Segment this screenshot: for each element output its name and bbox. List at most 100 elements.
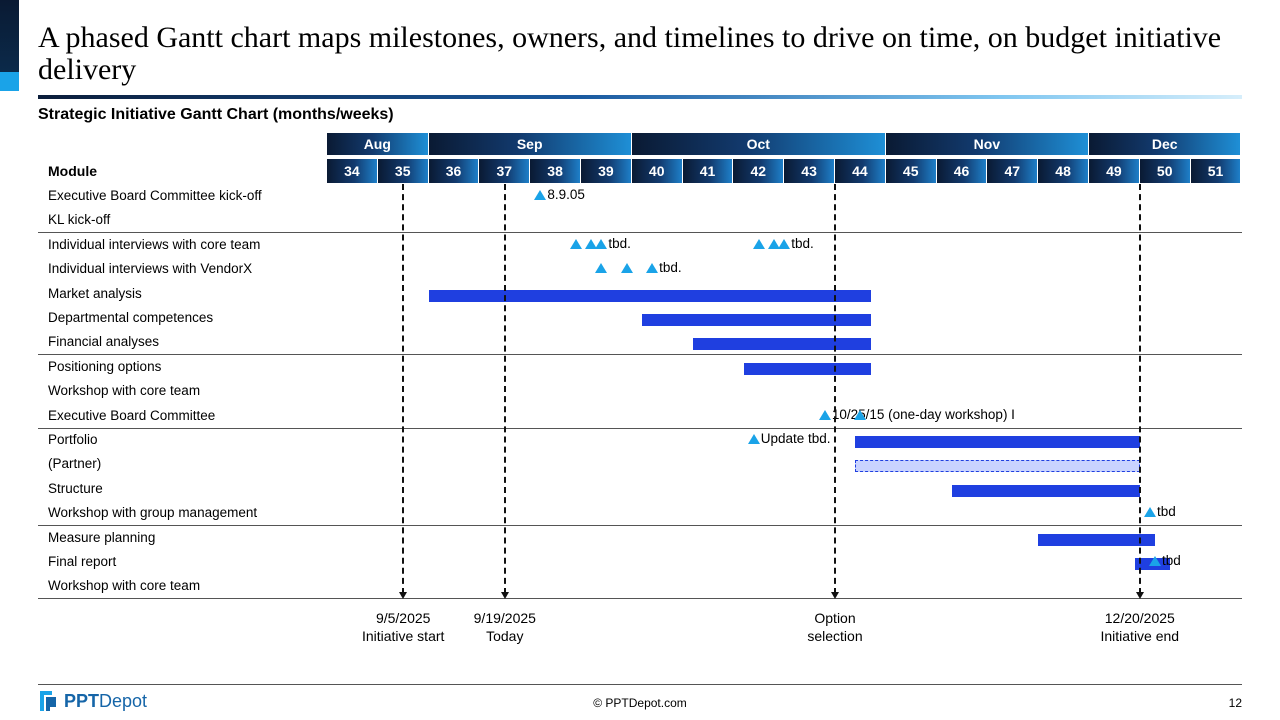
task-bar [855, 460, 1140, 473]
month-header-sep: Sep [428, 133, 632, 155]
week-header-40: 40 [631, 159, 683, 183]
slide-title: A phased Gantt chart maps milestones, ow… [38, 21, 1222, 86]
week-header-39: 39 [581, 159, 632, 183]
task-bar [855, 436, 1140, 448]
month-header-dec: Dec [1089, 133, 1242, 155]
marker-caption: Today [486, 628, 524, 644]
week-header-49: 49 [1089, 159, 1140, 183]
week-header-44: 44 [835, 159, 886, 183]
month-header-oct: Oct [631, 133, 886, 155]
marker-label: 9/19/2025 Today [435, 609, 575, 645]
milestone-triangle [595, 263, 608, 274]
row-label: Structure [48, 480, 103, 496]
row-label: Executive Board Committee kick-off [48, 188, 262, 203]
week-header-45: 45 [885, 159, 937, 183]
milestone-label: Update tbd. [760, 431, 831, 446]
milestone-triangle [646, 263, 659, 274]
accent-block-light [0, 72, 19, 91]
module-column-header: Module [48, 163, 97, 179]
milestone-triangle [1143, 507, 1156, 518]
task-bar [1038, 533, 1156, 546]
marker-arrow [831, 592, 839, 599]
marker-line [503, 184, 506, 594]
marker-label: Option selection [765, 609, 905, 645]
group-separator [38, 427, 1242, 429]
marker-line [402, 184, 405, 594]
milestone-triangle [595, 238, 608, 249]
marker-caption: Initiative start [361, 628, 445, 644]
week-header-35: 35 [377, 159, 429, 183]
week-header-42: 42 [733, 159, 785, 183]
footer-divider [38, 684, 1242, 685]
accent-block-dark [0, 0, 19, 72]
milestone-triangle [620, 263, 633, 274]
milestone-label: tbd. [659, 260, 682, 276]
logo-icon [40, 691, 56, 711]
milestone-triangle [534, 190, 547, 200]
row-label: Portfolio [48, 432, 98, 447]
logo-text: PPTDepot [64, 691, 147, 712]
row-label: Workshop with core team [48, 578, 201, 594]
milestone-label: tbd. [608, 235, 631, 251]
copyright-text: © PPTDepot.com [593, 696, 687, 710]
marker-arrow [1135, 592, 1144, 599]
week-header-37: 37 [479, 159, 531, 183]
week-header-50: 50 [1139, 159, 1191, 183]
marker-line [834, 184, 836, 594]
milestone-label: tbd [1156, 504, 1176, 520]
month-header-aug: Aug [327, 133, 429, 155]
row-label: Final report [48, 554, 117, 569]
milestone-triangle [585, 238, 598, 249]
marker-label: 9/5/2025 Initiative start [333, 609, 473, 645]
marker-arrow [399, 592, 408, 599]
title-divider [38, 95, 1242, 99]
marker-line [1138, 184, 1141, 594]
task-bar [428, 289, 871, 302]
logo-text-depot: Depot [99, 690, 148, 711]
logo-text-ppt: PPT [64, 690, 100, 711]
row-label: Positioning options [48, 358, 162, 374]
group-separator [38, 354, 1242, 356]
row-label: Executive Board Committee [48, 407, 216, 423]
milestone-triangle [747, 434, 760, 444]
week-header-38: 38 [530, 159, 581, 183]
task-bar [951, 484, 1140, 497]
group-separator [38, 232, 1242, 234]
milestone-label: 8.9.05 [547, 187, 585, 202]
week-header-36: 36 [428, 159, 480, 183]
pptdepot-logo: PPTDepot [38, 688, 147, 714]
row-label: Financial analyses [48, 334, 160, 350]
month-header-nov: Nov [885, 133, 1089, 155]
row-label: Measure planning [48, 529, 156, 545]
group-separator [38, 525, 1242, 527]
chart-bottom-line [38, 598, 1242, 600]
week-header-46: 46 [936, 159, 988, 183]
row-label: Market analysis [48, 285, 142, 301]
week-header-41: 41 [682, 159, 734, 183]
task-bar [743, 362, 871, 375]
milestone-triangle [778, 238, 791, 249]
marker-date: 12/20/2025 [1104, 610, 1175, 626]
milestone-label: 10/25/15 (one-day workshop) I [831, 406, 1015, 422]
row-label: KL kick-off [48, 212, 111, 228]
row-label: Individual interviews with VendorX [48, 261, 253, 277]
milestone-label: tbd. [791, 235, 814, 251]
row-label: (Partner) [48, 456, 102, 472]
marker-date: 9/5/2025 [375, 610, 431, 626]
milestone-triangle [752, 238, 765, 249]
marker-date: 9/19/2025 [473, 610, 536, 626]
milestone-label: tbd [1162, 553, 1181, 568]
page-number: 12 [1228, 696, 1242, 710]
week-header-51: 51 [1190, 159, 1242, 183]
row-label: Individual interviews with core team [48, 236, 261, 252]
week-header-43: 43 [784, 159, 835, 183]
marker-caption: selection [807, 628, 863, 644]
chart-title: Strategic Initiative Gantt Chart (months… [38, 106, 394, 123]
milestone-triangle [854, 409, 867, 420]
row-label: Departmental competences [48, 310, 214, 325]
marker-caption: Initiative end [1100, 628, 1180, 644]
milestone-triangle [1149, 556, 1162, 566]
row-label: Workshop with group management [48, 505, 258, 521]
week-header-34: 34 [327, 159, 378, 183]
marker-label: 12/20/2025 Initiative end [1070, 609, 1210, 645]
